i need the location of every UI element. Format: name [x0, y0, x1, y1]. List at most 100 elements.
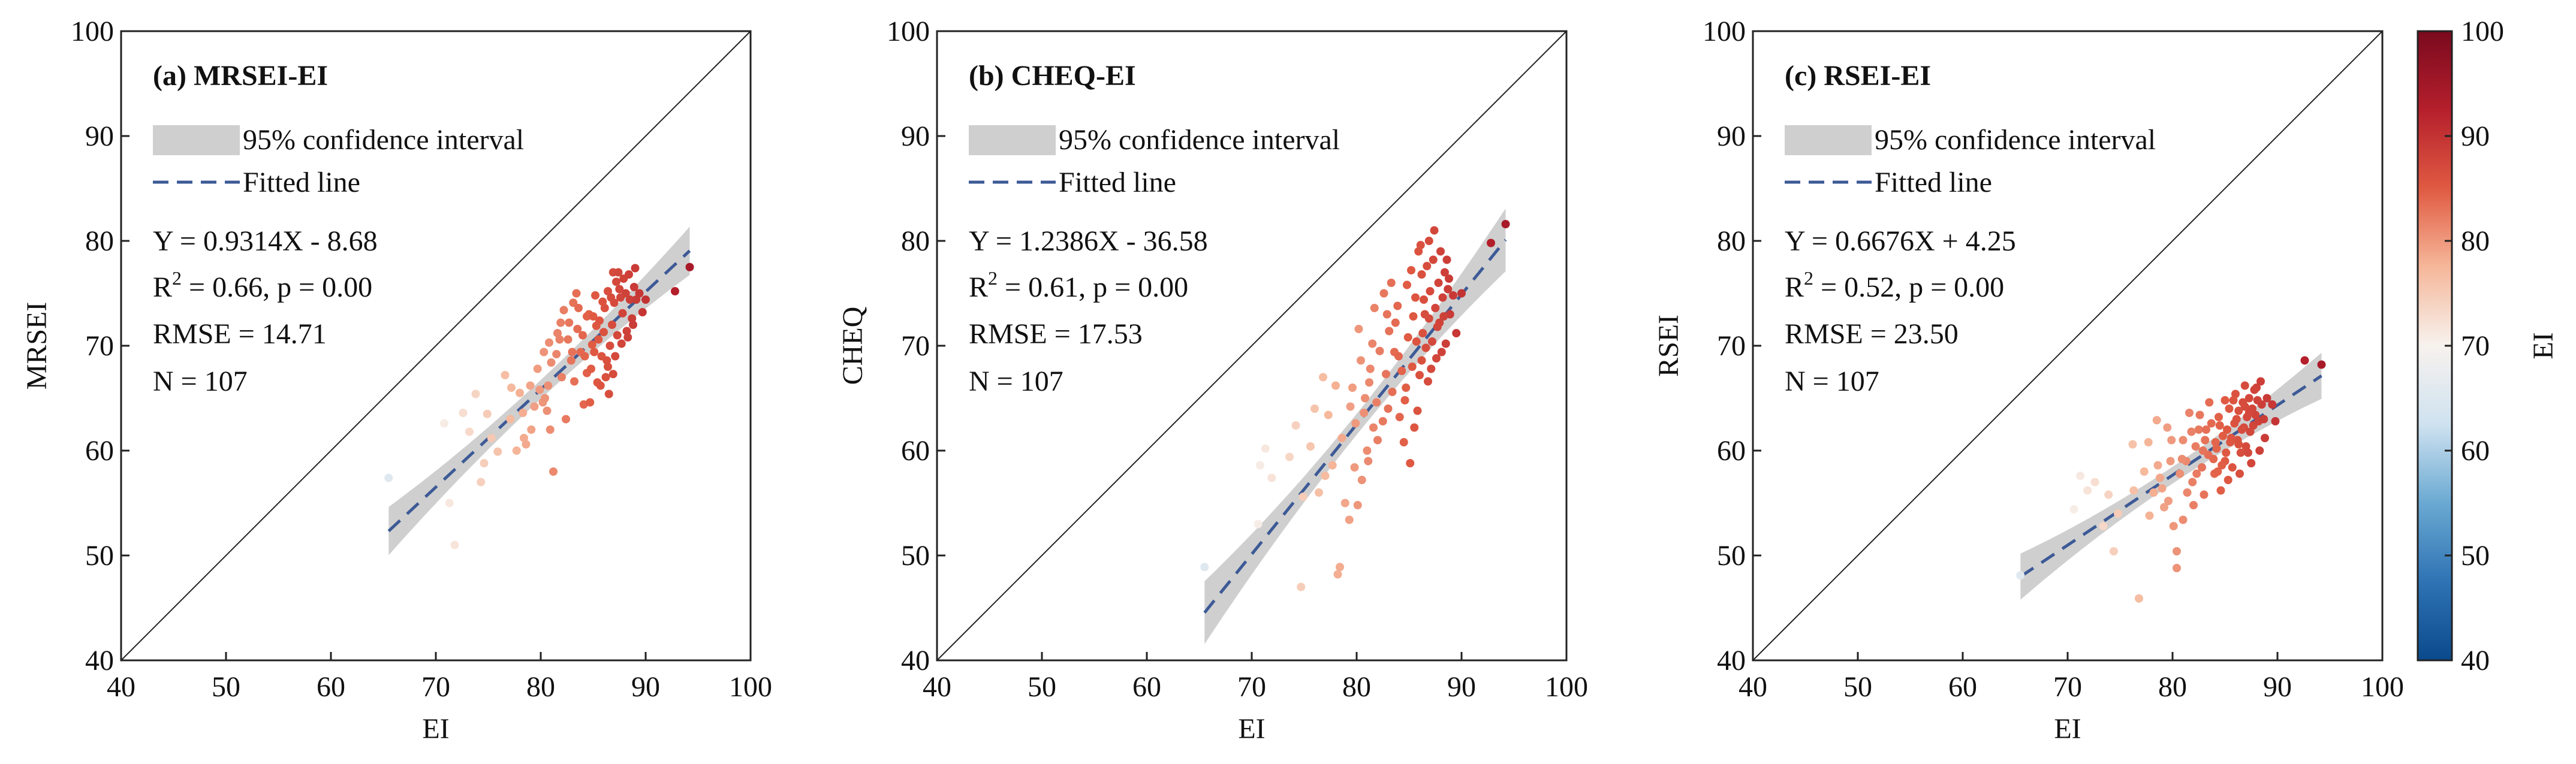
scatter-point [2218, 461, 2226, 470]
scatter-point [1442, 255, 1451, 264]
scatter-point [2185, 409, 2194, 417]
y-tick-label: 70 [85, 330, 114, 362]
scatter-point [2153, 461, 2162, 470]
scatter-point [2271, 417, 2280, 425]
scatter-point [565, 318, 574, 327]
scatter-point [2016, 571, 2025, 580]
scatter-point [1487, 238, 1495, 247]
scatter-point [2201, 436, 2210, 445]
scatter-point [1336, 563, 1344, 572]
r2-value: = 0.66, p = 0.00 [182, 271, 372, 303]
y-axis-ticks: 40 50 60 70 80 90 100 [71, 16, 129, 677]
scatter-point [594, 335, 603, 344]
scatter-point [638, 308, 647, 316]
colorbar-ticks: 40 50 60 70 80 90 100 [2445, 16, 2504, 677]
scatter-point [1445, 274, 1453, 283]
scatter-point [2114, 509, 2122, 518]
y-tick-label: 50 [1717, 540, 1746, 572]
colorbar-label: EI [2527, 332, 2559, 359]
scatter-point [1331, 381, 1340, 390]
scatter-point [625, 295, 634, 304]
scatter-point [1387, 279, 1396, 287]
x-tick-label: 90 [1447, 671, 1476, 703]
scatter-point [613, 331, 622, 340]
scatter-point [635, 289, 644, 298]
scatter-point [1421, 343, 1430, 352]
scatter-point [2261, 434, 2269, 442]
scatter-point [573, 325, 582, 333]
scatter-point [2187, 427, 2196, 436]
scatter-point [2149, 488, 2158, 497]
scatter-point [2259, 415, 2268, 424]
scatter-point [1402, 383, 1411, 392]
scatter-point [2110, 547, 2118, 555]
scatter-point [1345, 515, 1354, 524]
scatter-point [1366, 364, 1375, 373]
scatter-point [1333, 570, 1342, 579]
scatter-point [1353, 501, 1362, 509]
scatter-point [2229, 396, 2238, 404]
scatter-point [1354, 325, 1363, 333]
scatter-point [583, 312, 591, 321]
scatter-point [1379, 289, 1388, 298]
scatter-point [1397, 367, 1406, 375]
scatter-point [1403, 280, 1411, 289]
scatter-point [1394, 352, 1403, 361]
scatter-point [1439, 312, 1448, 321]
sample-size-text: N = 107 [969, 366, 1063, 397]
scatter-point [608, 370, 617, 379]
scatter-point [1501, 220, 1510, 228]
scatter-point [2223, 425, 2231, 434]
scatter-point [2158, 484, 2167, 493]
x-tick-label: 70 [1237, 671, 1266, 703]
scatter-point [2179, 436, 2188, 445]
scatter-points [1200, 220, 1510, 591]
scatter-point [564, 335, 573, 344]
scatter-point [1350, 463, 1359, 472]
scatter-point [599, 328, 608, 337]
scatter-point [562, 415, 570, 424]
scatter-point [1254, 520, 1263, 529]
r2-superscript: 2 [1804, 267, 1813, 289]
scatter-point [2188, 478, 2197, 487]
scatter-points [2016, 356, 2326, 603]
scatter-point [589, 312, 598, 321]
legend-fit-label: Fitted line [243, 167, 360, 198]
scatter-point [384, 473, 393, 482]
scatter-point [2192, 469, 2201, 478]
x-tick-label: 90 [2263, 671, 2292, 703]
legend-ci-swatch [153, 125, 240, 155]
x-tick-label: 100 [1545, 671, 1588, 703]
y-tick-label: 100 [887, 16, 930, 47]
scatter-point [621, 289, 630, 298]
scatter-point [604, 363, 612, 371]
y-tick-label: 100 [71, 16, 114, 47]
regression-equation: Y = 0.9314X - 8.68 [153, 225, 378, 257]
scatter-point [2236, 448, 2245, 457]
fitted-line [2019, 375, 2322, 578]
r2-superscript: 2 [988, 267, 998, 289]
scatter-point [2262, 394, 2271, 403]
colorbar-tick-label: 80 [2461, 225, 2490, 257]
x-tick-label: 60 [317, 671, 345, 703]
y-tick-label: 60 [85, 435, 114, 467]
scatter-point [535, 385, 544, 394]
y-tick-label: 40 [1717, 645, 1746, 677]
y-axis-ticks: 40 50 60 70 80 90 100 [887, 16, 945, 677]
scatter-point [2228, 463, 2237, 472]
sample-size-text: N = 107 [153, 366, 248, 397]
scatter-point [2244, 448, 2252, 457]
legend-fit-label: Fitted line [1059, 167, 1176, 198]
y-tick-label: 40 [901, 645, 930, 677]
scatter-point [1384, 404, 1393, 413]
scatter-point [2216, 486, 2225, 495]
y-tick-label: 90 [901, 120, 930, 152]
scatter-point [1346, 402, 1355, 411]
rmse-text: RMSE = 14.71 [153, 318, 327, 350]
scatter-point [522, 440, 531, 449]
scatter-point [1438, 293, 1447, 302]
scatter-point [2317, 360, 2326, 369]
x-axis-label: EI [2054, 713, 2081, 745]
y-tick-label: 70 [901, 330, 930, 362]
